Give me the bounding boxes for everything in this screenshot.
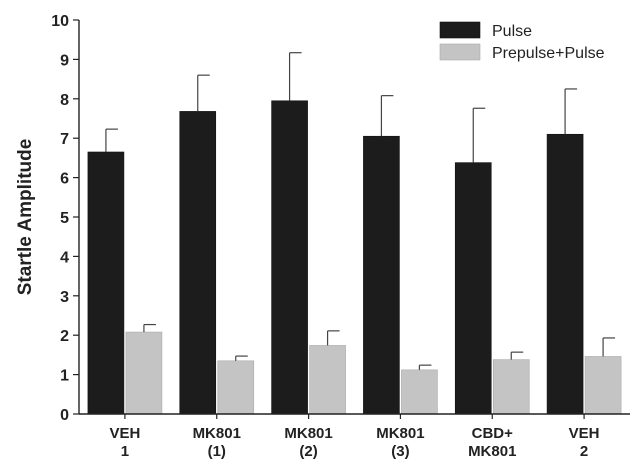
y-tick-label: 10 [51,13,69,30]
legend-swatch-prepulse-pulse [439,43,481,61]
y-axis-title: Startle Amplitude [15,139,36,296]
legend-label-prepulse-pulse: Prepulse+Pulse [492,45,605,62]
bar-prepulse-pulse [492,359,530,415]
bar-prepulse-pulse [217,360,255,415]
bar-prepulse-pulse [401,369,438,415]
y-tick-label: 1 [60,368,69,385]
bar-prepulse-pulse [125,331,163,415]
x-tick-label: CBD+ MK801 [468,425,516,460]
y-tick-label: 4 [60,249,69,266]
bar-pulse [87,151,125,415]
bar-pulse [271,100,308,415]
y-tick-label: 5 [60,210,69,227]
x-tick-label: VEH 1 [109,425,140,460]
bar-pulse [546,133,584,415]
y-tick-label: 8 [60,92,69,109]
y-tick-label: 6 [60,171,69,188]
y-tick-label: 9 [60,52,69,69]
legend: Pulse Prepulse+Pulse [439,21,605,62]
x-tick-label: MK801 (1) [193,425,241,460]
bar-pulse [363,135,400,415]
bar-prepulse-pulse [309,345,346,415]
y-tick-label: 7 [60,131,69,148]
bar-prepulse-pulse [584,356,622,415]
legend-label-pulse: Pulse [492,23,532,40]
legend-swatch-pulse [439,21,481,39]
y-tick-label: 3 [60,289,69,306]
x-tick-label: MK801 (2) [284,425,332,460]
bar-pulse [179,111,217,415]
x-tick-label: VEH 2 [569,425,600,460]
y-tick-label: 2 [60,328,69,345]
x-tick-label: MK801 (3) [376,425,424,460]
y-tick-label: 0 [60,407,69,424]
bar-pulse [454,162,492,415]
